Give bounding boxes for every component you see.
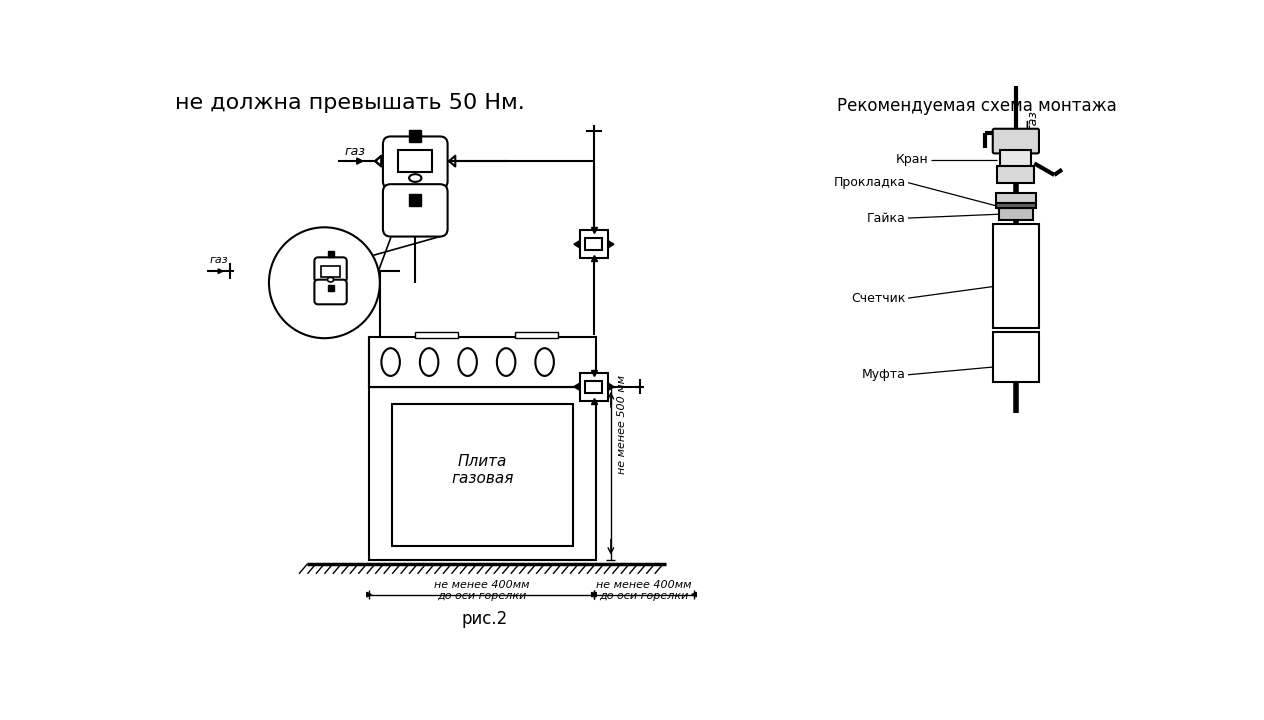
Text: не менее 400мм: не менее 400мм <box>597 580 691 590</box>
Bar <box>1001 150 1031 167</box>
Text: до оси горелки: до оси горелки <box>599 591 689 601</box>
Bar <box>585 381 603 393</box>
Ellipse shape <box>327 277 334 282</box>
Text: не должна превышать 50 Нм.: не должна превышать 50 Нм. <box>174 94 525 113</box>
Text: Рекомендуемая схема монтажа: Рекомендуемая схема монтажа <box>838 96 1117 114</box>
Bar <box>992 224 1039 328</box>
Ellipse shape <box>459 348 477 376</box>
Bar <box>580 230 608 258</box>
Circle shape <box>269 228 380 338</box>
FancyBboxPatch shape <box>992 129 1039 153</box>
Bar <box>996 193 1036 204</box>
Ellipse shape <box>420 348 439 376</box>
Polygon shape <box>219 269 222 274</box>
Polygon shape <box>608 240 614 248</box>
Bar <box>997 166 1034 183</box>
Ellipse shape <box>497 348 516 376</box>
Text: Прокладка: Прокладка <box>833 176 906 189</box>
Ellipse shape <box>536 348 554 376</box>
Ellipse shape <box>382 348 399 376</box>
Bar <box>999 208 1033 220</box>
Bar <box>996 204 1036 208</box>
FancyBboxPatch shape <box>383 137 447 189</box>
Bar <box>585 238 603 251</box>
Ellipse shape <box>410 174 421 182</box>
Polygon shape <box>356 158 363 164</box>
FancyBboxPatch shape <box>315 257 346 282</box>
Text: Кран: Кран <box>896 153 929 166</box>
Text: Плита
газовая: Плита газовая <box>451 454 513 486</box>
Text: Муфта: Муфта <box>862 368 906 382</box>
Polygon shape <box>691 593 696 597</box>
Polygon shape <box>608 383 614 390</box>
Bar <box>416 332 458 338</box>
Bar <box>392 404 573 546</box>
Text: не менее 500 мм: не менее 500 мм <box>617 374 627 474</box>
Bar <box>369 387 597 560</box>
Text: газ: газ <box>345 145 365 158</box>
Text: не менее 400мм: не менее 400мм <box>434 580 530 590</box>
Polygon shape <box>574 383 580 390</box>
Bar <box>369 337 597 387</box>
Polygon shape <box>574 240 580 248</box>
Bar <box>992 332 1039 382</box>
Text: газ: газ <box>210 256 229 266</box>
Text: Счетчик: Счетчик <box>852 292 906 305</box>
FancyBboxPatch shape <box>315 279 346 305</box>
Bar <box>398 150 432 172</box>
Text: газ: газ <box>1026 111 1039 132</box>
Text: рис.2: рис.2 <box>461 611 508 629</box>
Text: до оси горелки: до оси горелки <box>437 591 526 601</box>
Polygon shape <box>367 593 372 597</box>
Polygon shape <box>592 593 597 597</box>
Text: Гайка: Гайка <box>867 212 906 225</box>
Bar <box>516 332 557 338</box>
Polygon shape <box>592 593 597 597</box>
FancyBboxPatch shape <box>383 184 447 237</box>
Bar <box>580 373 608 400</box>
Bar <box>321 266 340 276</box>
